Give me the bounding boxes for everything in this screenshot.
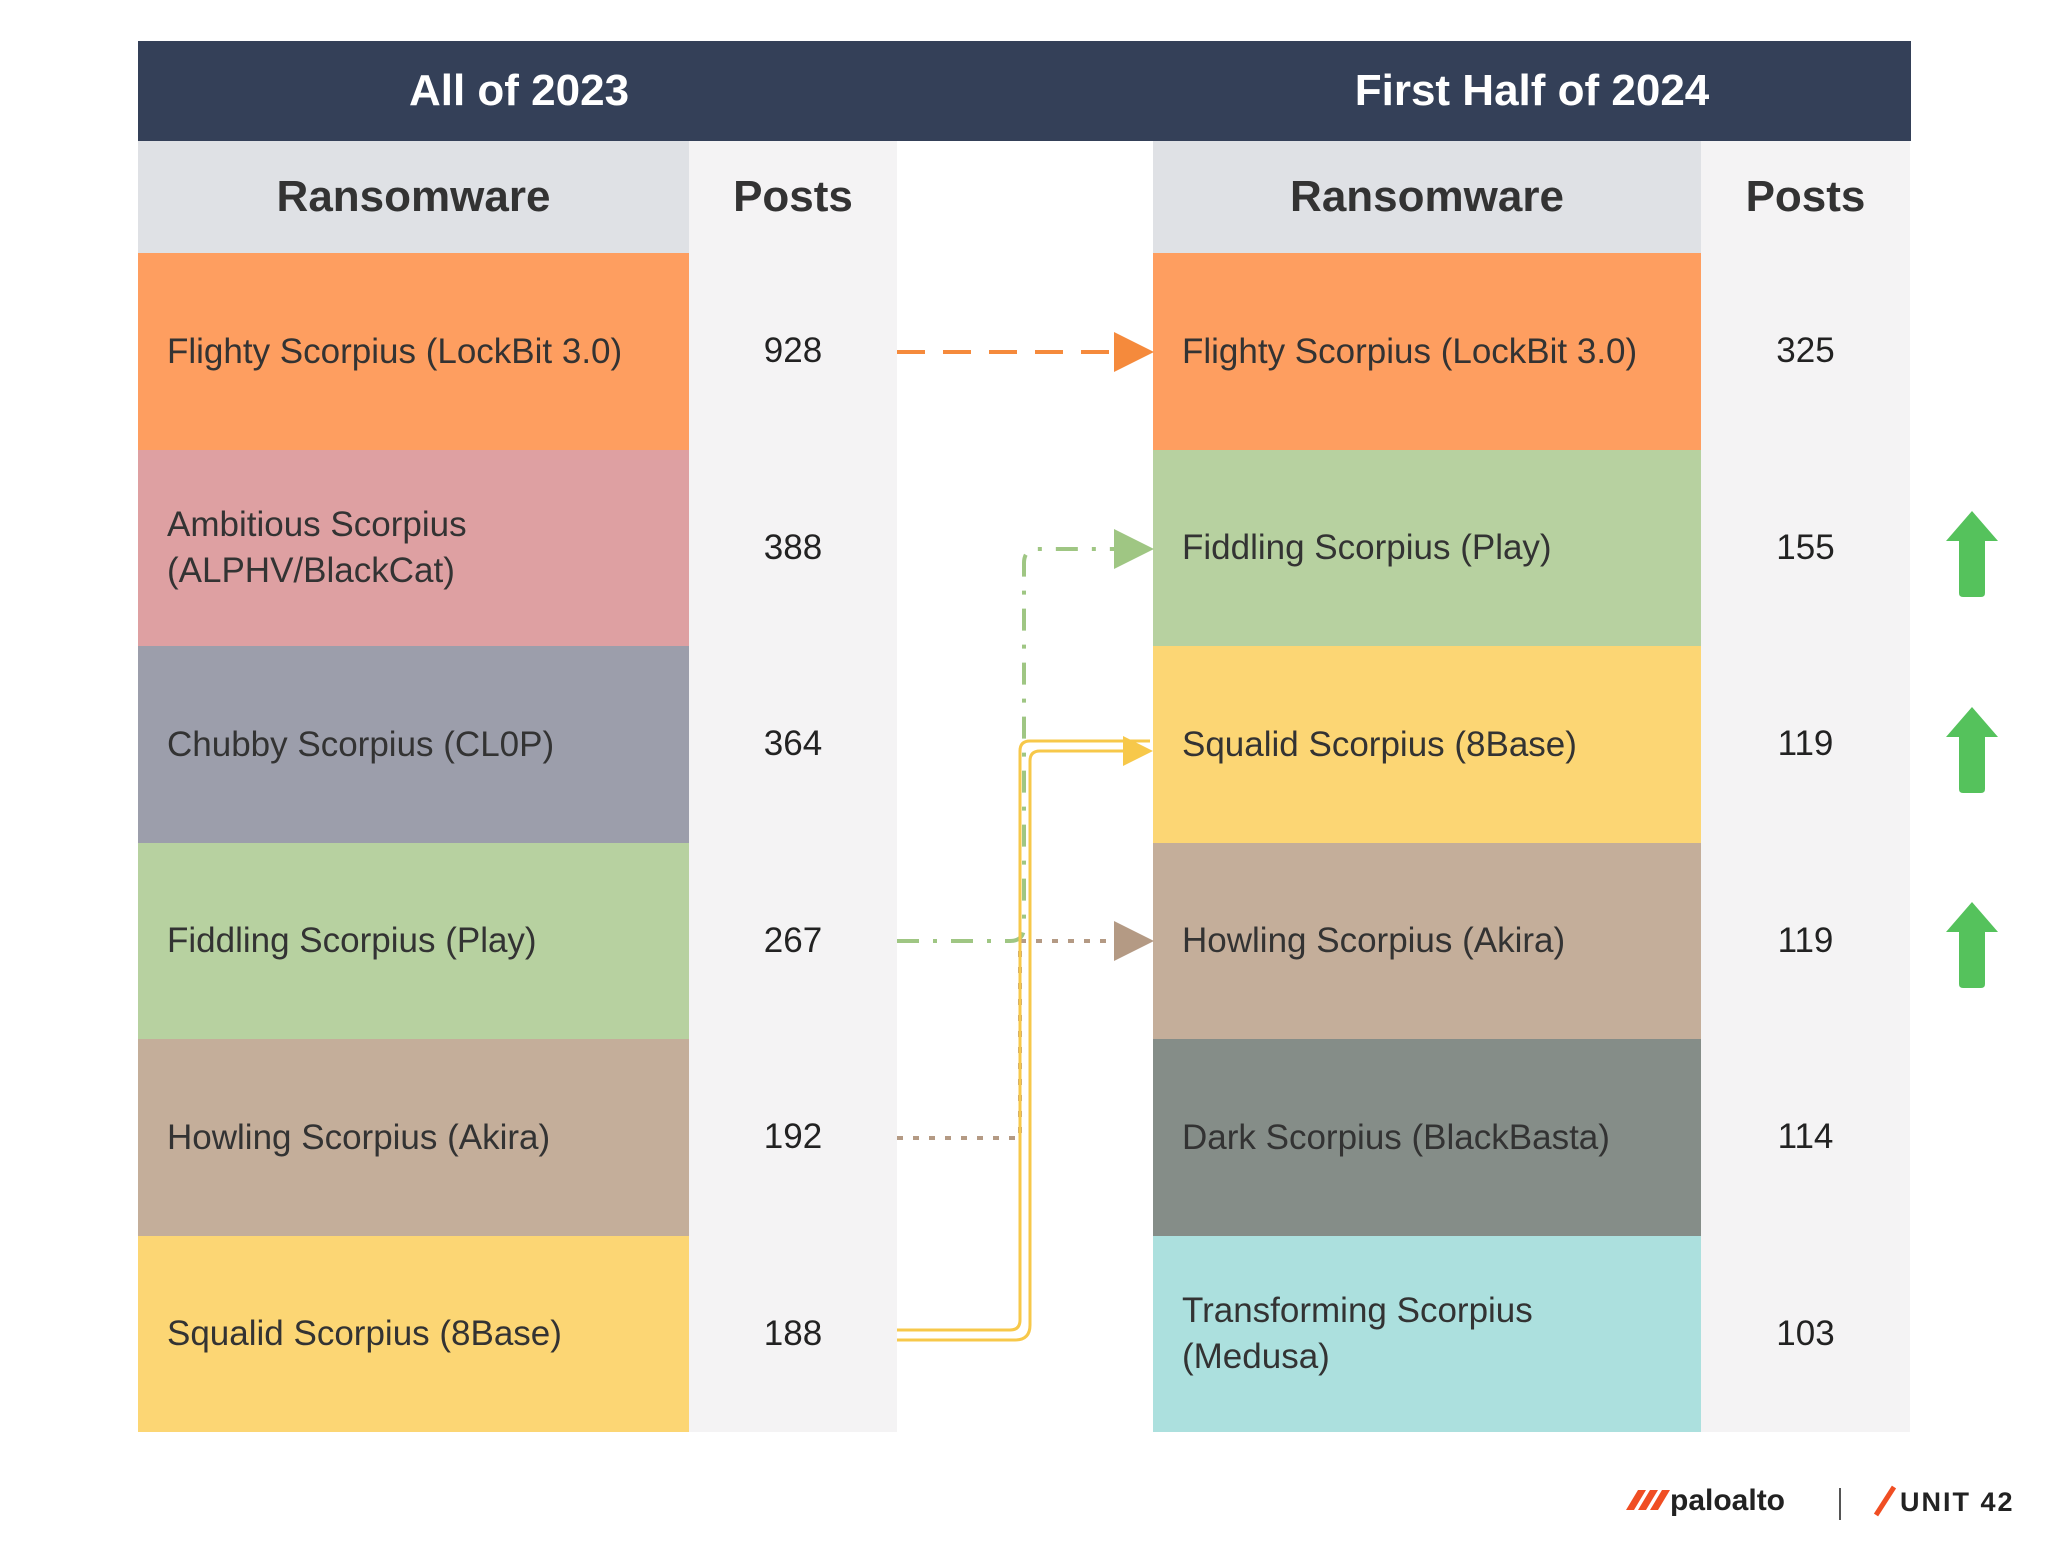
column-header: Ransomware bbox=[138, 141, 689, 253]
up-arrow bbox=[1946, 511, 1998, 597]
posts-count: 188 bbox=[763, 1313, 823, 1353]
posts-count: 119 bbox=[1777, 920, 1834, 960]
paloalto-mark bbox=[1626, 1490, 1670, 1510]
posts-count: 364 bbox=[763, 724, 823, 764]
header-bar bbox=[138, 41, 1911, 141]
ransomware-name: Howling Scorpius (Akira) bbox=[138, 1039, 689, 1236]
ransomware-name: Ambitious Scorpius (ALPHV/BlackCat) bbox=[138, 449, 689, 646]
up-arrow bbox=[1946, 902, 1998, 988]
posts-count: 388 bbox=[763, 527, 823, 567]
posts-count: 119 bbox=[1777, 724, 1834, 764]
ransomware-name: Howling Scorpius (Akira) bbox=[1153, 842, 1701, 1039]
column-header: Ransomware bbox=[1153, 141, 1701, 253]
ransomware-name: Squalid Scorpius (8Base) bbox=[138, 1235, 689, 1432]
posts-count: 928 bbox=[763, 331, 823, 371]
up-arrow bbox=[1946, 707, 1998, 793]
connector bbox=[897, 921, 1154, 1140]
logo-text: paloalto bbox=[1670, 1484, 1786, 1517]
ransomware-name: Dark Scorpius (BlackBasta) bbox=[1153, 1039, 1701, 1236]
unit42-mark bbox=[1873, 1485, 1897, 1517]
table-title: First Half of 2024 bbox=[1354, 66, 1710, 115]
posts-column bbox=[1701, 253, 1910, 1432]
connector bbox=[897, 739, 1150, 1332]
posts-count: 325 bbox=[1776, 331, 1835, 371]
ransomware-name: Chubby Scorpius (CL0P) bbox=[138, 646, 689, 843]
column-header: Posts bbox=[689, 141, 897, 253]
up-arrows bbox=[1946, 511, 1998, 988]
logo-text: UNIT 42 bbox=[1900, 1487, 2015, 1517]
posts-count: 103 bbox=[1776, 1313, 1835, 1353]
ransomware-name: Fiddling Scorpius (Play) bbox=[138, 842, 689, 1039]
ransomware-name: Transforming Scorpius (Medusa) bbox=[1153, 1235, 1701, 1432]
posts-count: 192 bbox=[763, 1117, 823, 1157]
ransomware-name: Flighty Scorpius (LockBit 3.0) bbox=[138, 253, 689, 450]
connector bbox=[897, 736, 1153, 1342]
ransomware-name: Squalid Scorpius (8Base) bbox=[1153, 646, 1701, 843]
column-header: Posts bbox=[1701, 141, 1910, 253]
connector bbox=[897, 529, 1154, 943]
posts-count: 267 bbox=[763, 920, 823, 960]
ransomware-name: Fiddling Scorpius (Play) bbox=[1153, 449, 1701, 646]
ransomware-name: Flighty Scorpius (LockBit 3.0) bbox=[1153, 253, 1701, 450]
posts-count: 114 bbox=[1777, 1117, 1834, 1157]
table-title: All of 2023 bbox=[408, 66, 630, 115]
posts-count: 155 bbox=[1776, 527, 1835, 567]
posts-column bbox=[689, 253, 897, 1432]
